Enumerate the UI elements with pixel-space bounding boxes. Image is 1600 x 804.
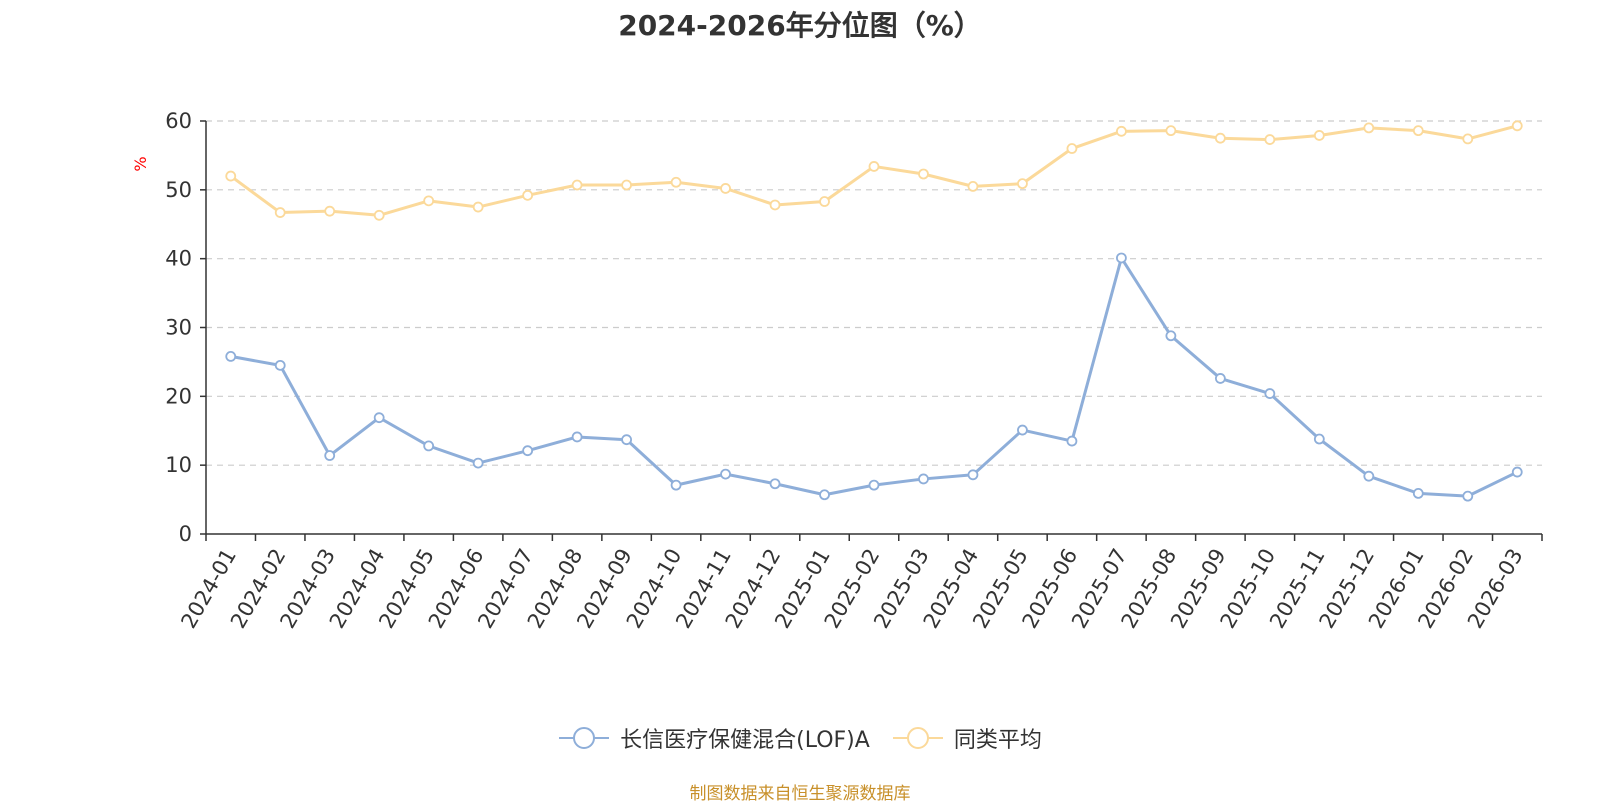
y-tick-label: 50 (165, 178, 192, 202)
series-lines (225, 120, 1523, 502)
data-point (819, 196, 830, 207)
legend-line-circle-icon (892, 727, 943, 749)
y-tick-label: 0 (179, 522, 192, 546)
data-point (1066, 143, 1078, 154)
data-point (1264, 388, 1276, 399)
y-axis-label: % (131, 156, 150, 171)
legend-label-series-2: 同类平均 (953, 728, 1042, 753)
data-point (918, 168, 929, 180)
data-point (769, 199, 781, 211)
data-point (720, 468, 731, 480)
series-line-1 (230, 256, 1518, 498)
data-point (1214, 373, 1226, 384)
data-point (1214, 132, 1226, 144)
data-point (868, 479, 880, 491)
data-point (1511, 120, 1523, 132)
legend-label-series-1: 长信医疗保健混合(LOF)A (620, 728, 870, 753)
data-point (1116, 125, 1127, 137)
data-point (373, 412, 385, 424)
data-point (274, 207, 286, 218)
data-point (1313, 433, 1325, 445)
data-point (1511, 466, 1523, 478)
data-point (571, 431, 583, 443)
data-point (522, 189, 534, 201)
data-point (1017, 178, 1028, 190)
data-point (571, 179, 583, 191)
y-tick-label: 20 (165, 384, 192, 408)
data-point (472, 201, 484, 213)
data-point (819, 489, 830, 501)
data-point (423, 440, 435, 452)
data-point (1165, 330, 1177, 342)
data-point (274, 359, 286, 371)
data-point (1462, 133, 1474, 145)
data-point (918, 473, 929, 485)
data-point (225, 351, 237, 362)
data-point (1363, 122, 1375, 134)
data-point (621, 179, 632, 191)
data-point (1017, 424, 1028, 436)
data-point (868, 161, 880, 172)
data-point (373, 209, 385, 221)
data-point (324, 205, 336, 217)
data-point (1412, 125, 1424, 137)
y-tick-label: 40 (165, 247, 192, 271)
data-point (1066, 435, 1078, 447)
data-point (967, 180, 979, 192)
data-point (324, 450, 336, 461)
data-point (522, 445, 534, 457)
legend-line-circle-icon (559, 727, 610, 749)
data-point (472, 457, 484, 469)
data-point (1165, 125, 1177, 137)
axes: 01020304050602024-012024-022024-032024-0… (165, 109, 1543, 632)
data-point (225, 170, 237, 182)
legend-item-series-1[interactable]: 长信医疗保健混合(LOF)A (558, 722, 870, 754)
legend-item-series-2[interactable]: 同类平均 (892, 722, 1042, 754)
data-point (621, 434, 632, 446)
data-source-note: 制图数据来自恒生聚源数据库 (689, 784, 911, 804)
data-point (1412, 487, 1424, 499)
data-point (1363, 470, 1375, 482)
grid-lines (206, 120, 1542, 466)
line-chart: 01020304050602024-012024-022024-032024-0… (131, 109, 1543, 632)
data-point (670, 479, 682, 491)
data-point (1116, 252, 1127, 264)
data-point (670, 176, 682, 188)
data-point (1264, 134, 1276, 145)
data-point (1462, 490, 1474, 502)
y-tick-label: 30 (165, 316, 192, 340)
data-point (1313, 130, 1325, 141)
data-point (720, 183, 731, 194)
data-point (423, 195, 435, 207)
data-point (967, 469, 979, 481)
legend: 长信医疗保健混合(LOF)A 同类平均 (0, 722, 1600, 754)
chart-title: 2024-2026年分位图（%） (618, 9, 982, 42)
y-tick-label: 10 (165, 453, 192, 477)
y-tick-label: 60 (165, 109, 192, 133)
data-point (769, 478, 781, 490)
